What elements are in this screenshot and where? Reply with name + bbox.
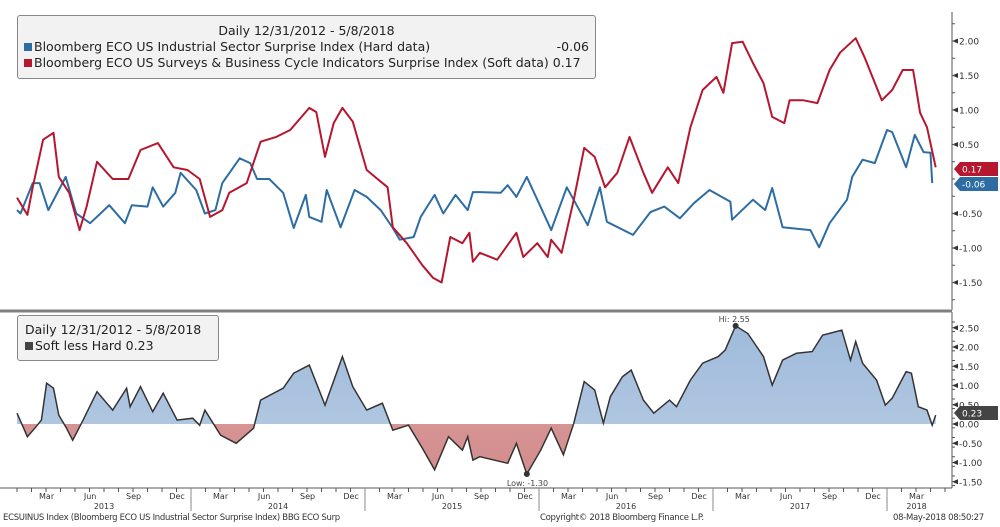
x-year-label: 2015 [442, 502, 462, 511]
positive-area [17, 325, 936, 424]
x-month-label: Mar [909, 492, 925, 501]
low-annotation: Low: -1.30 [507, 479, 548, 488]
hard-swatch [24, 43, 32, 51]
x-month-label: Jun [605, 492, 619, 501]
x-month-label: Mar [213, 492, 229, 501]
x-month-label: Dec [169, 492, 184, 501]
x-year-label: 2014 [268, 502, 288, 511]
x-month-label: Mar [561, 492, 577, 501]
bottom-y-tick-mark [952, 383, 958, 388]
legend-item-soft: Bloomberg ECO US Surveys & Business Cycl… [18, 55, 595, 71]
bottom-y-tick-label: 1.00 [959, 382, 979, 392]
hard-last-value-badge [954, 177, 998, 191]
bottom-y-tick-mark [952, 325, 958, 331]
top-legend: Daily 12/31/2012 - 5/8/2018 Bloomberg EC… [17, 15, 596, 79]
top-y-tick-label: -1.00 [959, 245, 983, 255]
legend-hard-label: Bloomberg ECO US Industrial Sector Surpr… [34, 39, 431, 54]
hard-last-value-badge-label: -0.06 [962, 181, 986, 191]
x-axis: Mar Jun Sep Dec 2013 Mar Jun Sep Dec 2014 Mar Jun Se… [0, 487, 952, 511]
spread-line [16, 324, 937, 476]
bottom-y-tick-mark [952, 421, 958, 427]
bottom-y-tick-label: 2.00 [959, 344, 979, 354]
bottom-y-tick-mark [952, 344, 958, 350]
legend-soft-value: 0.17 [552, 55, 581, 70]
legend-title: Daily 12/31/2012 - 5/8/2018 [218, 23, 395, 38]
x-month-label: Mar [735, 492, 751, 501]
top-y-tick-label: -0.50 [959, 210, 983, 220]
x-month-label: Dec [865, 492, 880, 501]
legend-soft-label: Bloomberg ECO US Surveys & Business Cycl… [34, 55, 549, 70]
top-plot: 2.001.501.000.50-0.50-1.00-1.500.17-0.06 [16, 12, 998, 310]
soft-last-value-badge-label: 0.17 [962, 166, 982, 176]
bottom-y-tick-mark [952, 479, 958, 485]
x-month-label: Sep [822, 492, 837, 501]
x-month-label: Sep [300, 492, 315, 501]
top-y-tick-label: 1.00 [959, 107, 979, 117]
x-month-label: Jun [431, 492, 445, 501]
x-year-label: 2016 [616, 502, 636, 511]
x-month-label: Jun [83, 492, 97, 501]
x-month-label: Sep [474, 492, 489, 501]
footer-timestamp: 08-May-2018 08:50:27 [893, 513, 984, 523]
high-annotation: Hi: 2.55 [719, 315, 750, 324]
bottom-y-tick-label: 1.50 [959, 363, 979, 373]
bottom-y-tick-label: -0.50 [959, 440, 983, 450]
bottom-y-tick-label: 2.50 [959, 324, 979, 334]
legend-item-spread: Soft less Hard 0.23 [18, 338, 218, 354]
spread-swatch [25, 342, 33, 350]
x-month-label: Dec [691, 492, 706, 501]
x-month-label: Jun [779, 492, 793, 501]
soft-last-value-badge [954, 162, 998, 176]
footer-copyright: Copyright© 2018 Bloomberg Finance L.P. [540, 513, 704, 523]
top-y-tick-label: 0.50 [959, 141, 979, 151]
high-marker [732, 322, 739, 329]
x-month-label: Dec [343, 492, 358, 501]
hard-data-line [16, 129, 934, 249]
spread-last-value-label: 0.23 [962, 410, 982, 420]
spread-last-value-badge [954, 406, 998, 420]
x-month-label: Mar [387, 492, 403, 501]
bottom-plot: 2.502.001.501.000.500.00-0.50-1.00-1.50 … [16, 312, 998, 488]
top-y-tick-label: 1.50 [959, 72, 979, 82]
bottom-y-tick-label: -1.00 [959, 459, 983, 469]
x-month-label: Jun [257, 492, 271, 501]
legend-spread-label: Soft less Hard 0.23 [35, 338, 154, 353]
bottom-y-tick-mark [952, 363, 958, 369]
soft-swatch [24, 59, 32, 67]
x-year-label: 2013 [94, 502, 114, 511]
x-month-label: Sep [648, 492, 663, 501]
low-marker [523, 471, 530, 478]
x-month-label: Mar [39, 492, 55, 501]
x-month-label: Sep [126, 492, 141, 501]
bottom-y-tick-label: -1.50 [959, 478, 983, 488]
bottom-y-tick-mark [952, 460, 958, 465]
soft-data-line [16, 37, 937, 284]
top-y-tick-label: -1.50 [959, 279, 983, 289]
bottom-y-tick-mark [952, 440, 958, 446]
bottom-y-tick-mark [952, 402, 958, 408]
bottom-legend: Daily 12/31/2012 - 5/8/2018 Soft less Ha… [17, 315, 219, 361]
top-y-tick-label: 2.00 [959, 38, 979, 48]
legend-bottom-title: Daily 12/31/2012 - 5/8/2018 [25, 322, 202, 337]
x-year-label: 2018 [906, 502, 926, 511]
negative-area [17, 424, 936, 475]
x-month-label: Dec [517, 492, 532, 501]
legend-item-hard: Bloomberg ECO US Industrial Sector Surpr… [18, 39, 595, 55]
x-year-label: 2017 [790, 502, 810, 511]
bottom-y-tick-label: 0.00 [959, 421, 979, 431]
legend-hard-value: -0.06 [556, 39, 589, 54]
footer-ticker: ECSUINUS Index (Bloomberg ECO US Industr… [3, 513, 340, 523]
